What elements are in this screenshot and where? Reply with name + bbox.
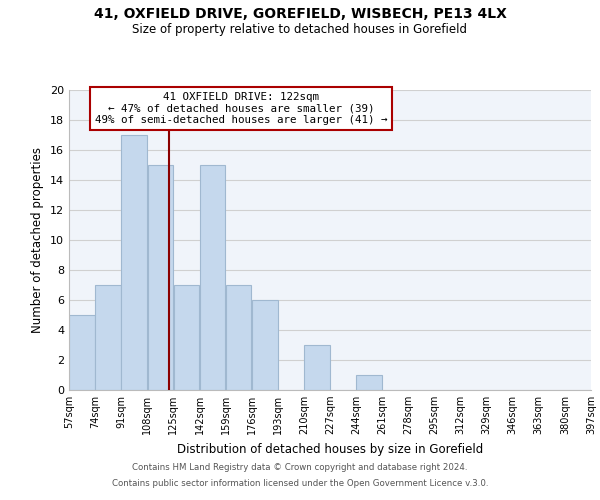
Text: 41 OXFIELD DRIVE: 122sqm
← 47% of detached houses are smaller (39)
49% of semi-d: 41 OXFIELD DRIVE: 122sqm ← 47% of detach… [95, 92, 388, 124]
Bar [252, 300, 278, 390]
Bar [95, 285, 121, 390]
Bar [200, 165, 226, 390]
Bar [173, 285, 199, 390]
Bar [356, 375, 382, 390]
Y-axis label: Number of detached properties: Number of detached properties [31, 147, 44, 333]
Text: Contains public sector information licensed under the Open Government Licence v.: Contains public sector information licen… [112, 478, 488, 488]
Text: Size of property relative to detached houses in Gorefield: Size of property relative to detached ho… [133, 22, 467, 36]
Text: 41, OXFIELD DRIVE, GOREFIELD, WISBECH, PE13 4LX: 41, OXFIELD DRIVE, GOREFIELD, WISBECH, P… [94, 8, 506, 22]
Text: Contains HM Land Registry data © Crown copyright and database right 2024.: Contains HM Land Registry data © Crown c… [132, 464, 468, 472]
Bar [148, 165, 173, 390]
Bar [304, 345, 330, 390]
Bar [121, 135, 147, 390]
Bar [226, 285, 251, 390]
Bar [69, 315, 95, 390]
X-axis label: Distribution of detached houses by size in Gorefield: Distribution of detached houses by size … [177, 442, 483, 456]
